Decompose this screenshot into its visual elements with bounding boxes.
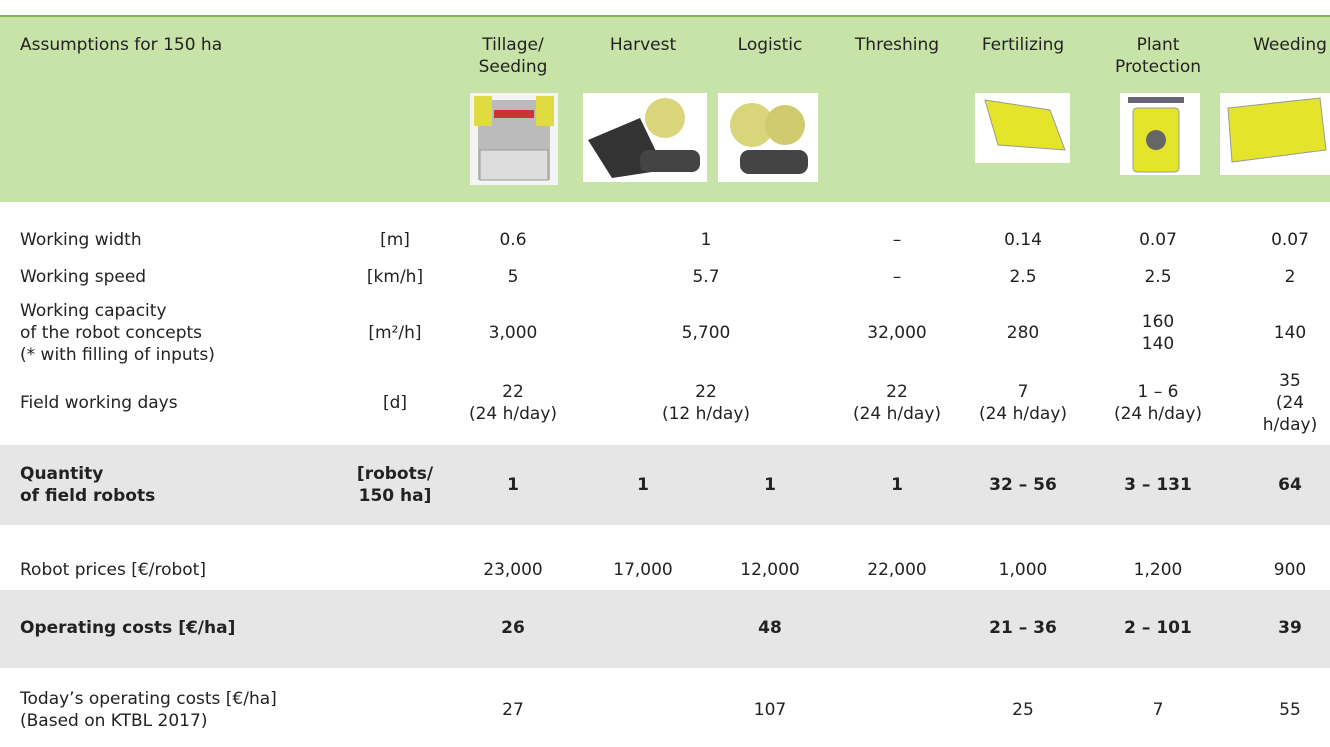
cell: 17,000 (613, 559, 672, 581)
cell: 12,000 (740, 559, 799, 581)
cell: 1,000 (999, 559, 1048, 581)
row-label: Working width (20, 229, 142, 251)
cell: 2 – 101 (1124, 617, 1192, 639)
cell: 2.5 (1009, 266, 1036, 288)
cell: 22 (24 h/day) (853, 381, 941, 425)
column-header: Tillage/ Seeding (479, 34, 548, 78)
row-unit: [robots/ 150 ha] (357, 463, 433, 507)
row-unit: [m²/h] (368, 322, 421, 344)
cell: 5.7 (692, 266, 719, 288)
cell: 1,200 (1134, 559, 1183, 581)
row-unit: [m] (380, 229, 410, 251)
cell: 107 (754, 699, 786, 721)
cell: 0.6 (499, 229, 526, 251)
cell: 3 – 131 (1124, 474, 1192, 496)
cell: 5 (508, 266, 519, 288)
row-label: Working capacity of the robot concepts (… (20, 300, 215, 366)
column-header: Threshing (855, 34, 939, 56)
cell: 1 (701, 229, 712, 251)
cell: 7 (1153, 699, 1164, 721)
cell: – (893, 229, 902, 251)
header-title: Assumptions for 150 ha (20, 34, 222, 56)
cell: 25 (1012, 699, 1034, 721)
cell: 26 (501, 617, 525, 639)
row-label: Robot prices [€/robot] (20, 559, 206, 581)
row-label: Quantity of field robots (20, 463, 155, 507)
cell: 64 (1278, 474, 1302, 496)
cell: 32,000 (867, 322, 926, 344)
tillage-robot (470, 93, 558, 185)
row-label: Operating costs [€/ha] (20, 617, 235, 639)
logistic-robot (718, 93, 818, 182)
column-header: Harvest (610, 34, 676, 56)
harvest-robot (583, 93, 707, 182)
cell: 21 – 36 (989, 617, 1057, 639)
cell: 22 (24 h/day) (469, 381, 557, 425)
row-label: Field working days (20, 392, 178, 414)
cell: 35 (24 h/day) (1263, 370, 1317, 436)
cell: 0.14 (1004, 229, 1042, 251)
cell: 32 – 56 (989, 474, 1057, 496)
cell: 39 (1278, 617, 1302, 639)
cell: 160 140 (1142, 311, 1174, 355)
cell: 48 (758, 617, 782, 639)
cell: 280 (1007, 322, 1039, 344)
robot-images (0, 0, 1330, 200)
column-header: Logistic (738, 34, 803, 56)
row-label: Today’s operating costs [€/ha] (Based on… (20, 688, 277, 732)
cell: 5,700 (682, 322, 731, 344)
cell: 1 (637, 474, 649, 496)
cell: 7 (24 h/day) (979, 381, 1067, 425)
cell: 55 (1279, 699, 1301, 721)
cell: 3,000 (489, 322, 538, 344)
cell: 140 (1274, 322, 1306, 344)
column-header: Plant Protection (1115, 34, 1201, 78)
cell: 0.07 (1271, 229, 1309, 251)
row-unit: [km/h] (367, 266, 423, 288)
row-unit: [d] (383, 392, 407, 414)
row-label: Working speed (20, 266, 146, 288)
cell: 900 (1274, 559, 1306, 581)
plant-protection-robot (1120, 93, 1200, 175)
cell: 1 – 6 (24 h/day) (1114, 381, 1202, 425)
cell: 23,000 (483, 559, 542, 581)
cell: 22 (12 h/day) (662, 381, 750, 425)
cell: 1 (507, 474, 519, 496)
cell: 22,000 (867, 559, 926, 581)
cell: 2 (1285, 266, 1296, 288)
cell: – (893, 266, 902, 288)
cell: 0.07 (1139, 229, 1177, 251)
table-page: Assumptions for 150 ha Tillage/ Seeding Ha… (0, 0, 1330, 747)
column-header: Weeding (1253, 34, 1327, 56)
cell: 1 (764, 474, 776, 496)
cell: 2.5 (1144, 266, 1171, 288)
fertilizing-robot (975, 93, 1070, 163)
weeding-robot (1220, 93, 1330, 175)
cell: 27 (502, 699, 524, 721)
cell: 1 (891, 474, 903, 496)
column-header: Fertilizing (982, 34, 1064, 56)
